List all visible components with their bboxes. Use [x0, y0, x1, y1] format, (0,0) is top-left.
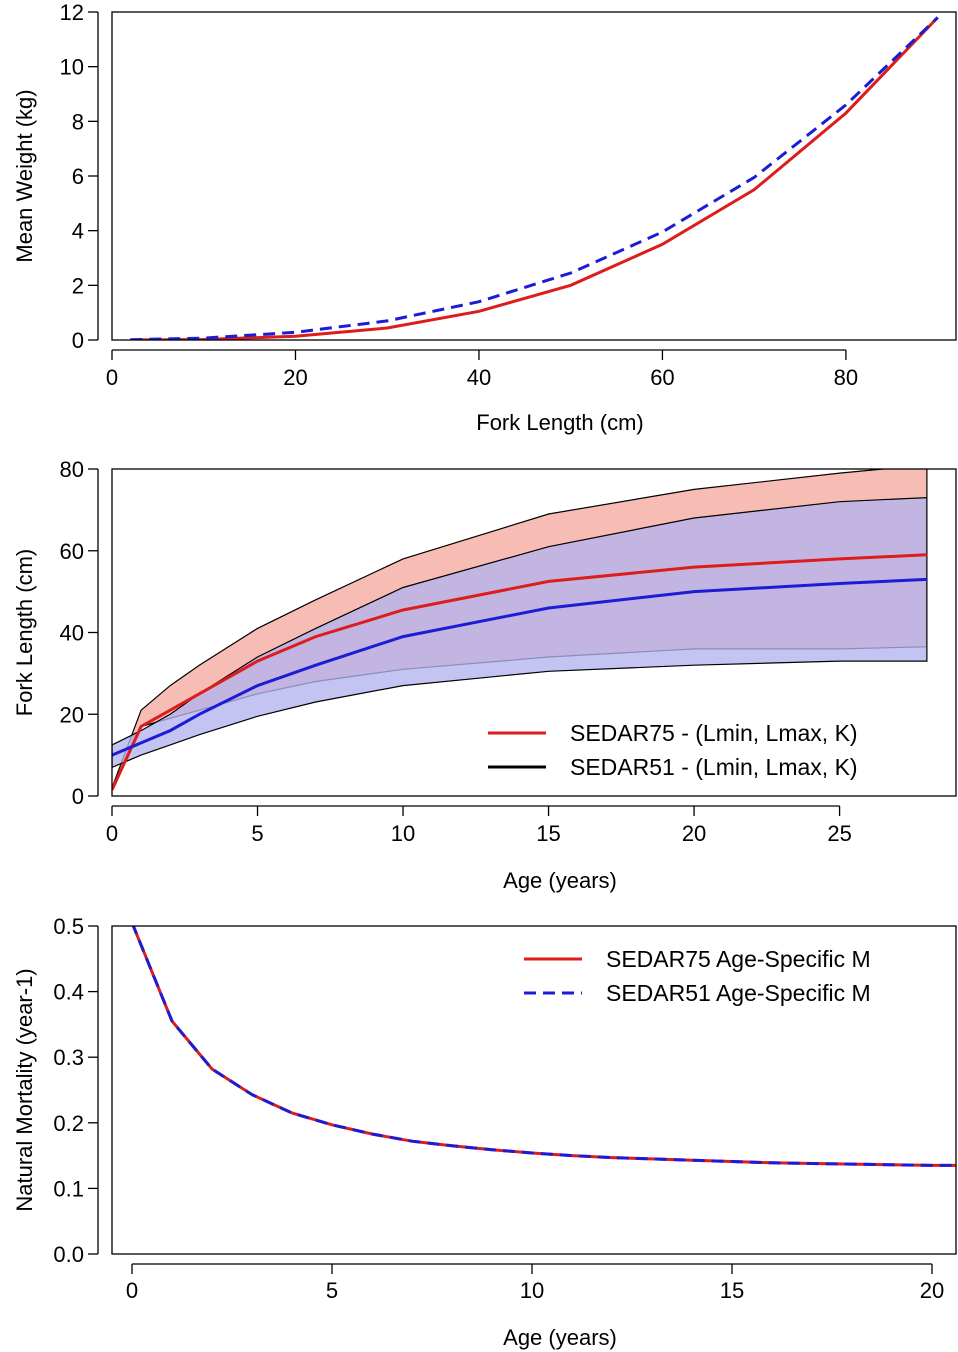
- y-tick-label: 0.1: [53, 1176, 84, 1201]
- legend-label: SEDAR51 Age-Specific M: [606, 980, 871, 1006]
- y-tick-label: 0.0: [53, 1242, 84, 1267]
- x-axis-label: Age (years): [503, 1325, 617, 1350]
- y-tick-label: 8: [72, 109, 84, 134]
- x-tick-label: 0: [106, 365, 118, 390]
- plot-frame: [111, 468, 957, 797]
- series-line-2: [112, 577, 927, 757]
- y-tick-label: 20: [60, 702, 84, 727]
- legend-label: SEDAR75 - (Lmin, Lmax, K): [570, 720, 858, 746]
- x-tick-label: 15: [536, 821, 560, 846]
- panel-2: 0 5 10 15 20 25 Age (years) 0 20 40 60 80 Fork Lengt…: [12, 457, 957, 893]
- series-line-1: [112, 553, 927, 791]
- series-line-2: [130, 16, 939, 340]
- panel-3: 0 5 10 15 20 Age (years) 0.0 0.1 0.2 0.3 0.4 0.5 Nat…: [12, 914, 957, 1350]
- y-axis-label: Mean Weight (kg): [12, 89, 37, 262]
- y-tick-label: 0: [72, 328, 84, 353]
- legend: SEDAR75 Age-Specific M SEDAR51 Age-Specif…: [524, 946, 871, 1006]
- y-tick-label: 10: [60, 55, 84, 80]
- y-tick-label: 6: [72, 164, 84, 189]
- y-axis-label: Fork Length (cm): [12, 549, 37, 717]
- series-line-2: [131, 926, 956, 1167]
- y-tick-label: 40: [60, 621, 84, 646]
- y-tick-label: 12: [60, 0, 84, 25]
- x-tick-label: 10: [520, 1278, 544, 1303]
- y-tick-label: 0.5: [53, 914, 84, 939]
- x-tick-label: 60: [650, 365, 674, 390]
- y-axis-label: Natural Mortality (year-1): [12, 968, 37, 1211]
- x-tick-label: 15: [720, 1278, 744, 1303]
- x-tick-label: 20: [283, 365, 307, 390]
- x-tick-label: 20: [920, 1278, 944, 1303]
- x-tick-label: 5: [251, 821, 263, 846]
- x-tick-label: 10: [391, 821, 415, 846]
- x-tick-label: 0: [126, 1278, 138, 1303]
- series-line-1: [130, 16, 939, 340]
- legend-label: SEDAR51 - (Lmin, Lmax, K): [570, 754, 858, 780]
- x-axis-label: Fork Length (cm): [476, 410, 644, 435]
- x-tick-label: 20: [682, 821, 706, 846]
- y-tick-label: 60: [60, 539, 84, 564]
- y-tick-label: 0.4: [53, 980, 84, 1005]
- x-tick-label: 80: [834, 365, 858, 390]
- x-tick-label: 25: [827, 821, 851, 846]
- y-tick-label: 2: [72, 273, 84, 298]
- x-tick-label: 40: [467, 365, 491, 390]
- x-axis-label: Age (years): [503, 868, 617, 893]
- x-tick-label: 5: [326, 1278, 338, 1303]
- legend: SEDAR75 - (Lmin, Lmax, K) SEDAR51 - (Lmin…: [488, 720, 858, 780]
- panel-1: 0 20 40 60 80 Fork Length (cm) 0 2 4 6 8 10 12 Mean W…: [12, 0, 957, 435]
- legend-label: SEDAR75 Age-Specific M: [606, 946, 871, 972]
- y-tick-label: 0: [72, 784, 84, 809]
- y-tick-label: 4: [72, 219, 84, 244]
- y-tick-label: 0.3: [53, 1045, 84, 1070]
- x-tick-label: 0: [106, 821, 118, 846]
- y-tick-label: 80: [60, 457, 84, 482]
- plot-frame: [111, 11, 957, 341]
- plot-frame: [111, 925, 957, 1255]
- y-tick-label: 0.2: [53, 1111, 84, 1136]
